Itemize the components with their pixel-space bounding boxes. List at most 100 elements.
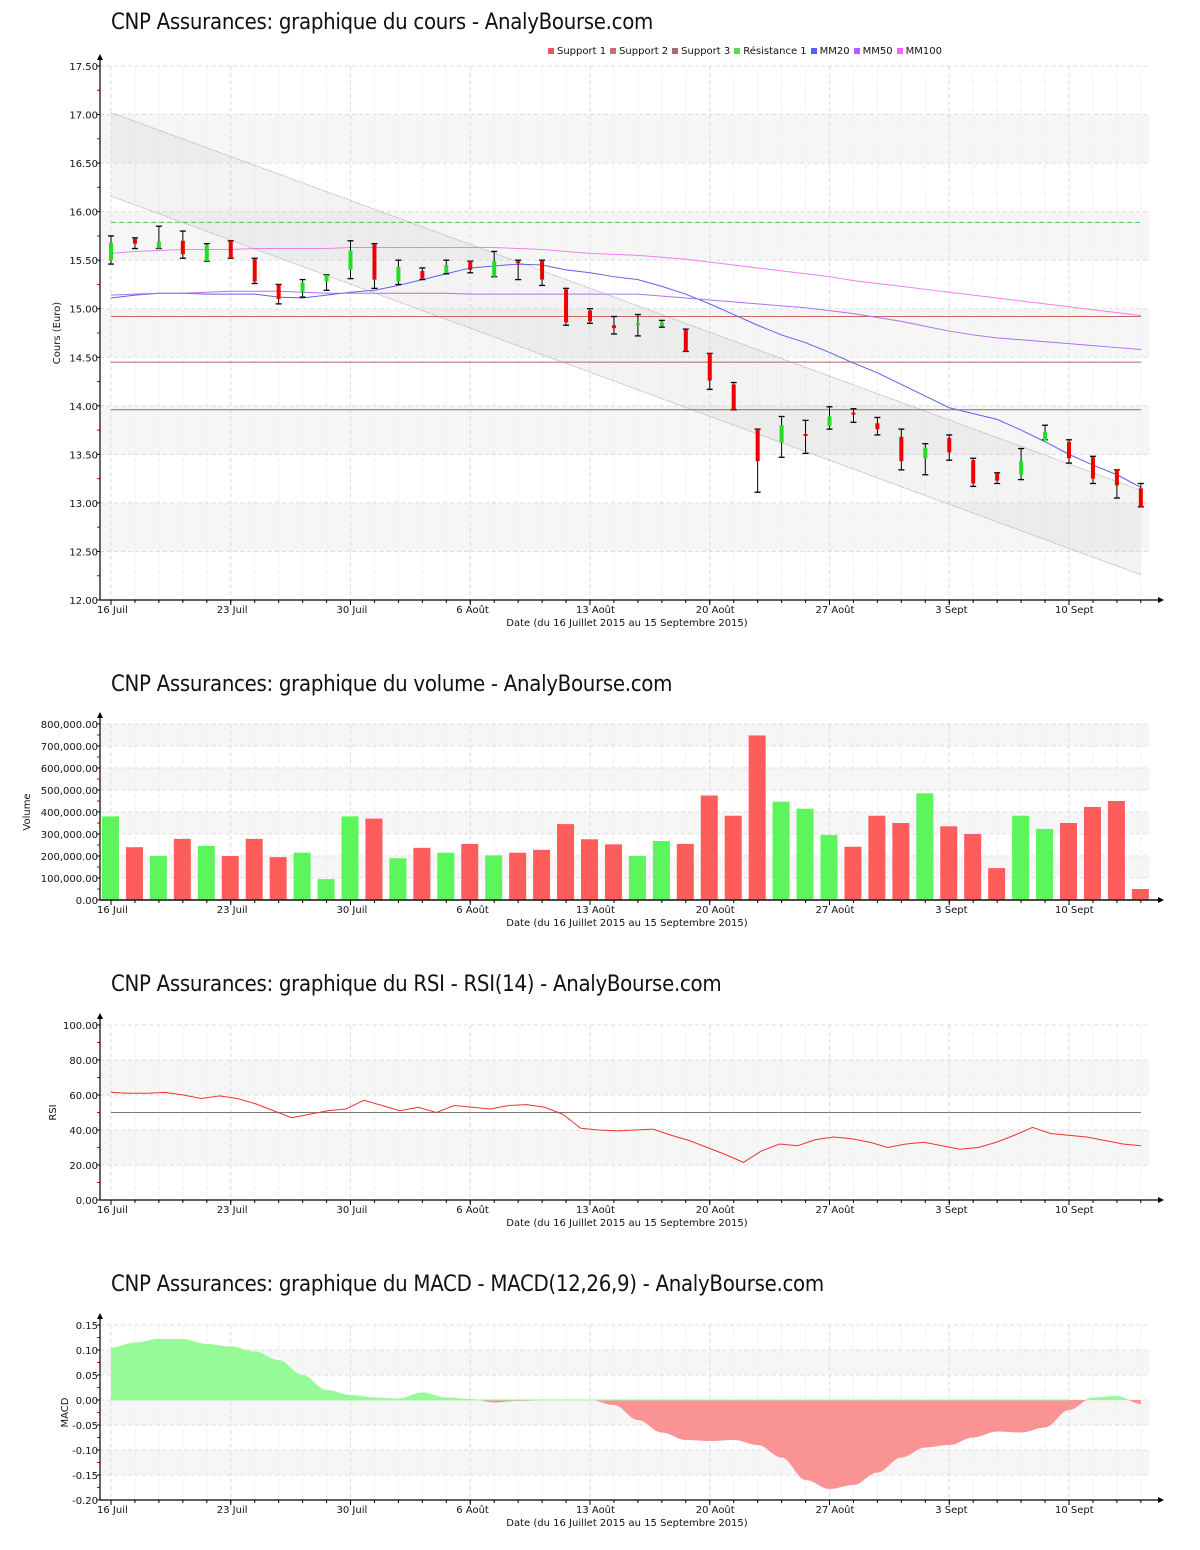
svg-text:23 Juil: 23 Juil <box>217 1505 248 1516</box>
volume-bar <box>461 843 479 900</box>
svg-text:10 Sept: 10 Sept <box>1055 605 1094 616</box>
candle <box>730 381 737 411</box>
candle <box>515 259 522 281</box>
svg-text:30 Juil: 30 Juil <box>337 905 368 916</box>
volume-bar <box>628 856 646 900</box>
volume-bar <box>652 841 670 900</box>
candle <box>323 274 330 291</box>
volume-bar <box>389 858 407 900</box>
legend-item: Support 2 <box>610 46 668 57</box>
legend-swatch-icon <box>610 48 617 54</box>
svg-text:6 Août: 6 Août <box>456 1204 489 1216</box>
candle <box>467 260 474 274</box>
svg-text:300,000.00: 300,000.00 <box>41 830 98 841</box>
volume-bar <box>844 846 862 900</box>
svg-text:0.05: 0.05 <box>76 1371 98 1382</box>
svg-text:13 Août: 13 Août <box>576 1204 615 1216</box>
svg-text:10 Sept: 10 Sept <box>1055 1505 1094 1516</box>
svg-text:16 Juil: 16 Juil <box>97 905 128 916</box>
legend-swatch-icon <box>548 48 554 54</box>
volume-bar <box>102 816 119 900</box>
svg-text:3 Sept: 3 Sept <box>935 1505 967 1516</box>
svg-text:23 Juil: 23 Juil <box>217 1205 248 1216</box>
svg-text:0.10: 0.10 <box>76 1346 98 1357</box>
volume-bar <box>604 844 622 900</box>
svg-text:12.50: 12.50 <box>69 547 98 558</box>
volume-bar <box>1083 806 1101 900</box>
svg-text:27 Août: 27 Août <box>816 1204 855 1216</box>
legend-item: MM50 <box>853 46 893 57</box>
price-chart-title: CNP Assurances: graphique du cours - Ana… <box>111 10 654 35</box>
svg-text:13 Août: 13 Août <box>576 904 615 916</box>
svg-text:600,000.00: 600,000.00 <box>41 764 98 775</box>
volume-bar <box>676 843 694 900</box>
candle <box>1018 447 1025 481</box>
legend-swatch-icon <box>672 48 679 54</box>
svg-text:Volume: Volume <box>22 793 33 830</box>
svg-text:13.50: 13.50 <box>69 450 98 461</box>
volume-bar <box>413 847 431 900</box>
candle <box>1089 455 1096 485</box>
svg-text:27 Août: 27 Août <box>816 1504 855 1516</box>
svg-text:0.15: 0.15 <box>76 1321 98 1332</box>
candle <box>347 240 354 280</box>
svg-text:3 Sept: 3 Sept <box>935 905 967 916</box>
candle <box>874 416 881 436</box>
candle <box>634 313 641 337</box>
svg-text:15.00: 15.00 <box>69 305 98 316</box>
svg-text:3 Sept: 3 Sept <box>935 605 967 616</box>
svg-text:30 Juil: 30 Juil <box>337 1205 368 1216</box>
volume-bar <box>964 834 982 900</box>
volume-bar <box>317 879 335 900</box>
svg-text:12.00: 12.00 <box>69 596 98 607</box>
candle <box>419 267 426 281</box>
svg-text:27 Août: 27 Août <box>816 904 855 916</box>
candle <box>299 278 306 298</box>
svg-text:6 Août: 6 Août <box>456 1504 489 1516</box>
svg-text:20 Août: 20 Août <box>696 1504 735 1516</box>
volume-bar <box>1060 823 1077 900</box>
svg-text:10 Sept: 10 Sept <box>1055 905 1094 916</box>
svg-text:16 Juil: 16 Juil <box>97 605 128 616</box>
volume-chart-title: CNP Assurances: graphique du volume - An… <box>111 672 673 697</box>
svg-text:RSI: RSI <box>48 1104 59 1120</box>
candle <box>658 319 665 328</box>
legend-swatch-icon <box>853 48 860 54</box>
candle <box>275 283 282 305</box>
candle <box>682 328 689 353</box>
volume-bar <box>341 816 359 900</box>
candle <box>754 428 761 493</box>
volume-bar <box>892 823 910 900</box>
volume-bar <box>245 838 263 900</box>
candle <box>131 237 138 250</box>
svg-text:0.00: 0.00 <box>76 1196 98 1207</box>
svg-text:27 Août: 27 Août <box>816 604 855 616</box>
svg-text:14.50: 14.50 <box>69 353 98 364</box>
svg-text:17.50: 17.50 <box>69 62 98 73</box>
candle <box>155 225 162 250</box>
svg-text:23 Juil: 23 Juil <box>217 605 248 616</box>
price-chart: 12.00 12.50 13.00 13.50 14.00 14.50 15.00 15.50… <box>52 54 1164 629</box>
svg-text:500,000.00: 500,000.00 <box>41 786 98 797</box>
svg-text:16 Juil: 16 Juil <box>97 1505 128 1516</box>
svg-text:400,000.00: 400,000.00 <box>41 808 98 819</box>
legend-swatch-icon <box>734 48 741 54</box>
svg-text:60.00: 60.00 <box>69 1091 98 1102</box>
candle <box>179 230 186 259</box>
svg-text:16.00: 16.00 <box>69 208 98 219</box>
svg-text:Cours (Euro): Cours (Euro) <box>52 302 63 365</box>
svg-text:40.00: 40.00 <box>69 1126 98 1137</box>
volume-bar <box>916 793 934 900</box>
candle <box>970 457 977 488</box>
volume-bar <box>221 856 239 900</box>
legend-item: Support 1 <box>548 46 606 57</box>
candle <box>203 243 210 262</box>
candle <box>108 235 114 265</box>
candle <box>1066 439 1072 464</box>
svg-text:100,000.00: 100,000.00 <box>41 874 98 885</box>
volume-bar <box>796 808 814 900</box>
svg-text:15.50: 15.50 <box>69 256 98 267</box>
volume-bar <box>557 824 575 900</box>
candle <box>706 352 713 390</box>
volume-bar <box>820 834 838 900</box>
